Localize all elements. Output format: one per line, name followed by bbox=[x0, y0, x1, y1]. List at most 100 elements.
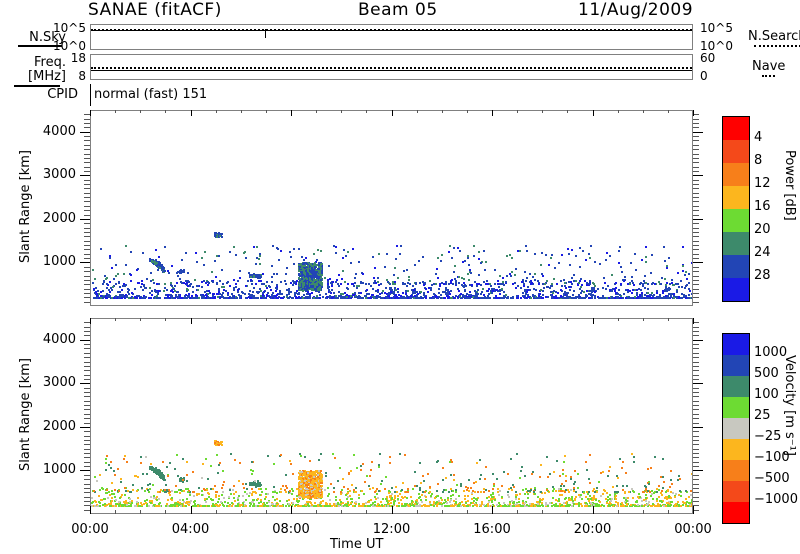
data-cell bbox=[496, 490, 499, 493]
data-cell bbox=[662, 505, 665, 508]
nsearch-legend-line bbox=[754, 45, 800, 47]
data-cell bbox=[465, 284, 468, 287]
data-cell bbox=[342, 295, 345, 298]
data-cell bbox=[217, 504, 220, 507]
data-cell bbox=[236, 290, 239, 293]
data-cell bbox=[436, 494, 439, 497]
data-cell bbox=[94, 501, 97, 504]
data-cell bbox=[682, 501, 685, 504]
data-cell bbox=[605, 252, 608, 255]
data-cell bbox=[104, 468, 107, 471]
cpid-value: normal (fast) 151 bbox=[94, 87, 208, 102]
data-cell bbox=[209, 292, 212, 295]
data-cell bbox=[167, 474, 170, 477]
data-cell bbox=[595, 487, 598, 490]
data-cell bbox=[434, 502, 437, 505]
data-cell bbox=[108, 504, 111, 507]
data-cell bbox=[316, 280, 319, 283]
data-cell bbox=[393, 291, 396, 294]
data-cell bbox=[641, 293, 643, 296]
data-cell bbox=[303, 456, 306, 459]
data-cell bbox=[584, 279, 587, 282]
data-cell bbox=[261, 294, 264, 297]
data-cell bbox=[394, 280, 397, 283]
data-cell bbox=[665, 296, 668, 299]
data-cell bbox=[570, 248, 573, 251]
data-cell bbox=[366, 297, 369, 300]
data-cell bbox=[306, 296, 309, 299]
data-cell bbox=[410, 495, 413, 498]
data-cell bbox=[202, 463, 205, 466]
data-cell bbox=[514, 281, 517, 284]
data-cell bbox=[341, 256, 344, 259]
data-cell bbox=[549, 472, 551, 475]
data-cell bbox=[643, 287, 646, 290]
data-cell bbox=[188, 294, 191, 297]
data-cell bbox=[254, 492, 257, 495]
data-cell bbox=[456, 288, 459, 291]
data-cell bbox=[660, 277, 663, 280]
data-cell bbox=[297, 505, 300, 508]
data-cell bbox=[468, 271, 471, 274]
data-cell bbox=[299, 279, 302, 282]
data-cell bbox=[216, 491, 219, 494]
data-cell bbox=[161, 268, 164, 271]
data-cell bbox=[425, 295, 428, 298]
data-cell bbox=[646, 288, 649, 291]
data-cell bbox=[316, 297, 319, 300]
data-cell bbox=[610, 295, 613, 298]
data-cell bbox=[218, 494, 221, 497]
data-cell bbox=[125, 294, 128, 297]
data-cell bbox=[334, 499, 337, 502]
data-cell bbox=[438, 502, 441, 505]
data-cell bbox=[460, 296, 463, 299]
data-cell bbox=[329, 297, 332, 300]
data-cell bbox=[124, 284, 127, 287]
data-cell bbox=[267, 291, 270, 294]
data-cell bbox=[652, 497, 655, 500]
data-cell bbox=[222, 497, 225, 500]
data-cell bbox=[499, 292, 502, 295]
freq-ytick-top: 18 bbox=[70, 51, 86, 65]
nsearch-ytick-bottom: 10^0 bbox=[700, 39, 733, 53]
data-cell bbox=[524, 280, 527, 283]
data-cell bbox=[179, 270, 182, 272]
data-cell bbox=[467, 272, 470, 275]
data-cell bbox=[340, 283, 343, 285]
data-cell bbox=[562, 461, 565, 464]
data-cell bbox=[294, 291, 297, 294]
data-cell bbox=[315, 282, 318, 285]
data-cell bbox=[443, 283, 446, 286]
data-cell bbox=[206, 498, 209, 501]
data-cell bbox=[312, 272, 315, 275]
data-cell bbox=[411, 291, 414, 294]
data-cell bbox=[534, 272, 537, 275]
data-cell bbox=[383, 487, 386, 490]
data-cell bbox=[594, 297, 597, 300]
data-cell bbox=[567, 292, 570, 295]
data-cell bbox=[477, 283, 480, 285]
data-cell bbox=[632, 283, 635, 286]
data-cell bbox=[196, 288, 199, 291]
data-cell bbox=[570, 277, 573, 280]
data-cell bbox=[605, 498, 608, 501]
data-cell bbox=[221, 235, 224, 238]
data-cell bbox=[503, 504, 506, 507]
data-cell bbox=[623, 504, 626, 507]
data-cell bbox=[92, 281, 95, 284]
data-cell bbox=[322, 296, 325, 299]
data-cell bbox=[395, 296, 398, 299]
data-cell bbox=[340, 500, 343, 503]
data-cell bbox=[606, 502, 609, 505]
page-title-date: 11/Aug/2009 bbox=[578, 0, 694, 20]
data-cell bbox=[627, 283, 630, 286]
data-cell bbox=[517, 505, 519, 508]
data-cell bbox=[563, 278, 566, 281]
data-cell bbox=[100, 294, 103, 297]
data-cell bbox=[360, 464, 363, 467]
data-cell bbox=[381, 297, 384, 300]
data-cell bbox=[297, 247, 300, 250]
data-cell bbox=[301, 276, 304, 279]
data-cell bbox=[668, 286, 671, 289]
data-cell bbox=[306, 281, 309, 284]
